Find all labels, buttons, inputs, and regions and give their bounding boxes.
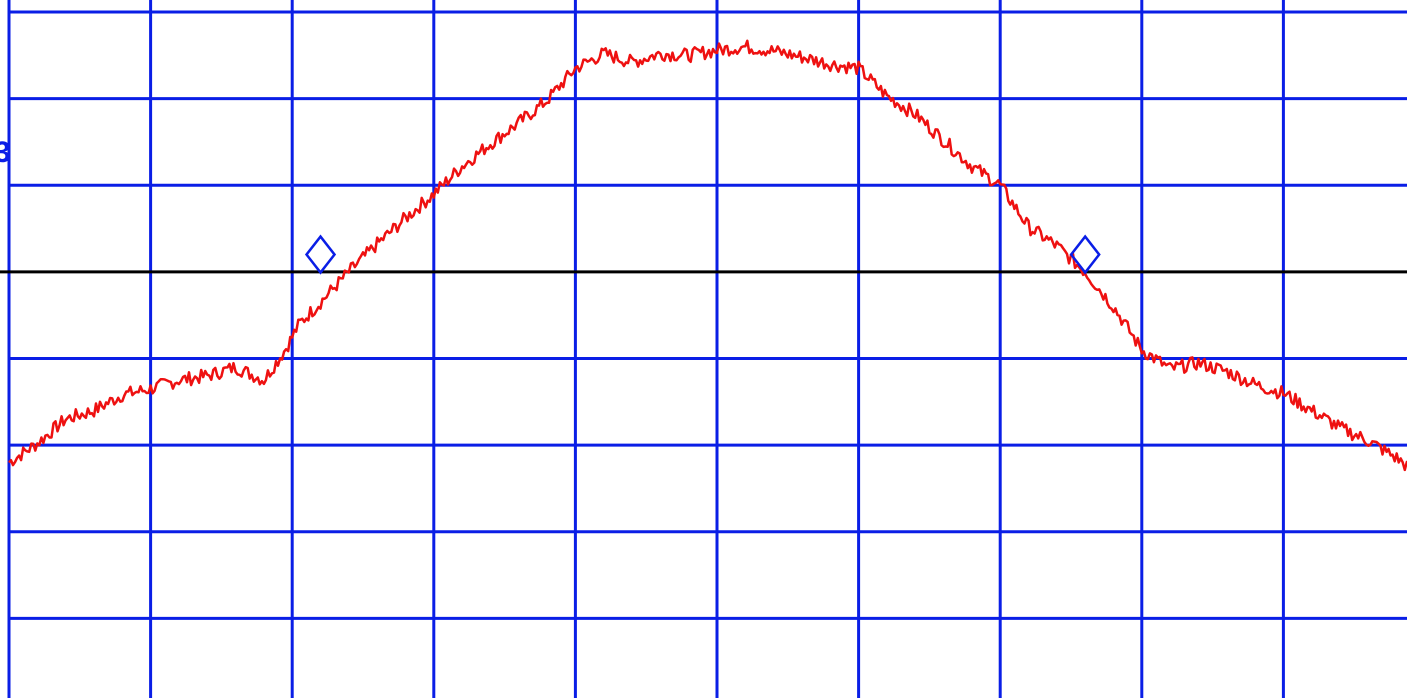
trace-line [8, 39, 1407, 472]
marker-diamond-1 [304, 234, 337, 275]
marker-layer [304, 234, 1101, 275]
marker-diamond-2 [1069, 234, 1101, 275]
grid [7, 0, 1407, 698]
trace-layer [8, 39, 1407, 472]
edge-label: 3 [0, 136, 11, 169]
